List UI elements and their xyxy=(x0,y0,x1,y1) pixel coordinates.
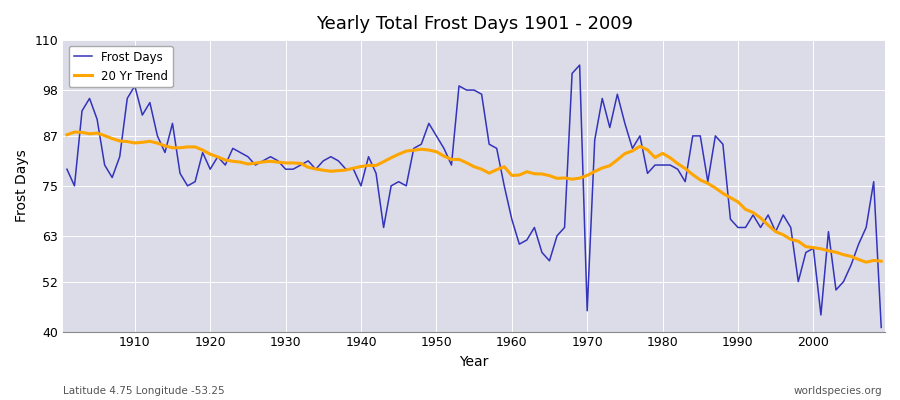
20 Yr Trend xyxy=(340,168,351,172)
Frost Days xyxy=(499,184,509,188)
20 Yr Trend xyxy=(605,163,616,168)
Text: worldspecies.org: worldspecies.org xyxy=(794,386,882,396)
Frost Days xyxy=(507,217,517,222)
Text: Latitude 4.75 Longitude -53.25: Latitude 4.75 Longitude -53.25 xyxy=(63,386,225,396)
Frost Days xyxy=(605,125,616,130)
Frost Days xyxy=(574,63,585,68)
Line: Frost Days: Frost Days xyxy=(67,65,881,328)
Title: Yearly Total Frost Days 1901 - 2009: Yearly Total Frost Days 1901 - 2009 xyxy=(316,15,633,33)
20 Yr Trend xyxy=(860,260,871,264)
X-axis label: Year: Year xyxy=(459,355,489,369)
Line: 20 Yr Trend: 20 Yr Trend xyxy=(67,132,881,262)
20 Yr Trend xyxy=(507,173,517,178)
Frost Days xyxy=(61,167,72,172)
Y-axis label: Frost Days: Frost Days xyxy=(15,150,29,222)
20 Yr Trend xyxy=(514,173,525,178)
20 Yr Trend xyxy=(130,140,140,145)
20 Yr Trend xyxy=(69,130,80,134)
20 Yr Trend xyxy=(61,132,72,137)
Frost Days xyxy=(122,96,132,101)
Frost Days xyxy=(876,325,886,330)
Frost Days xyxy=(288,167,299,172)
20 Yr Trend xyxy=(295,161,306,166)
Frost Days xyxy=(333,158,344,163)
20 Yr Trend xyxy=(876,259,886,264)
Legend: Frost Days, 20 Yr Trend: Frost Days, 20 Yr Trend xyxy=(69,46,173,87)
